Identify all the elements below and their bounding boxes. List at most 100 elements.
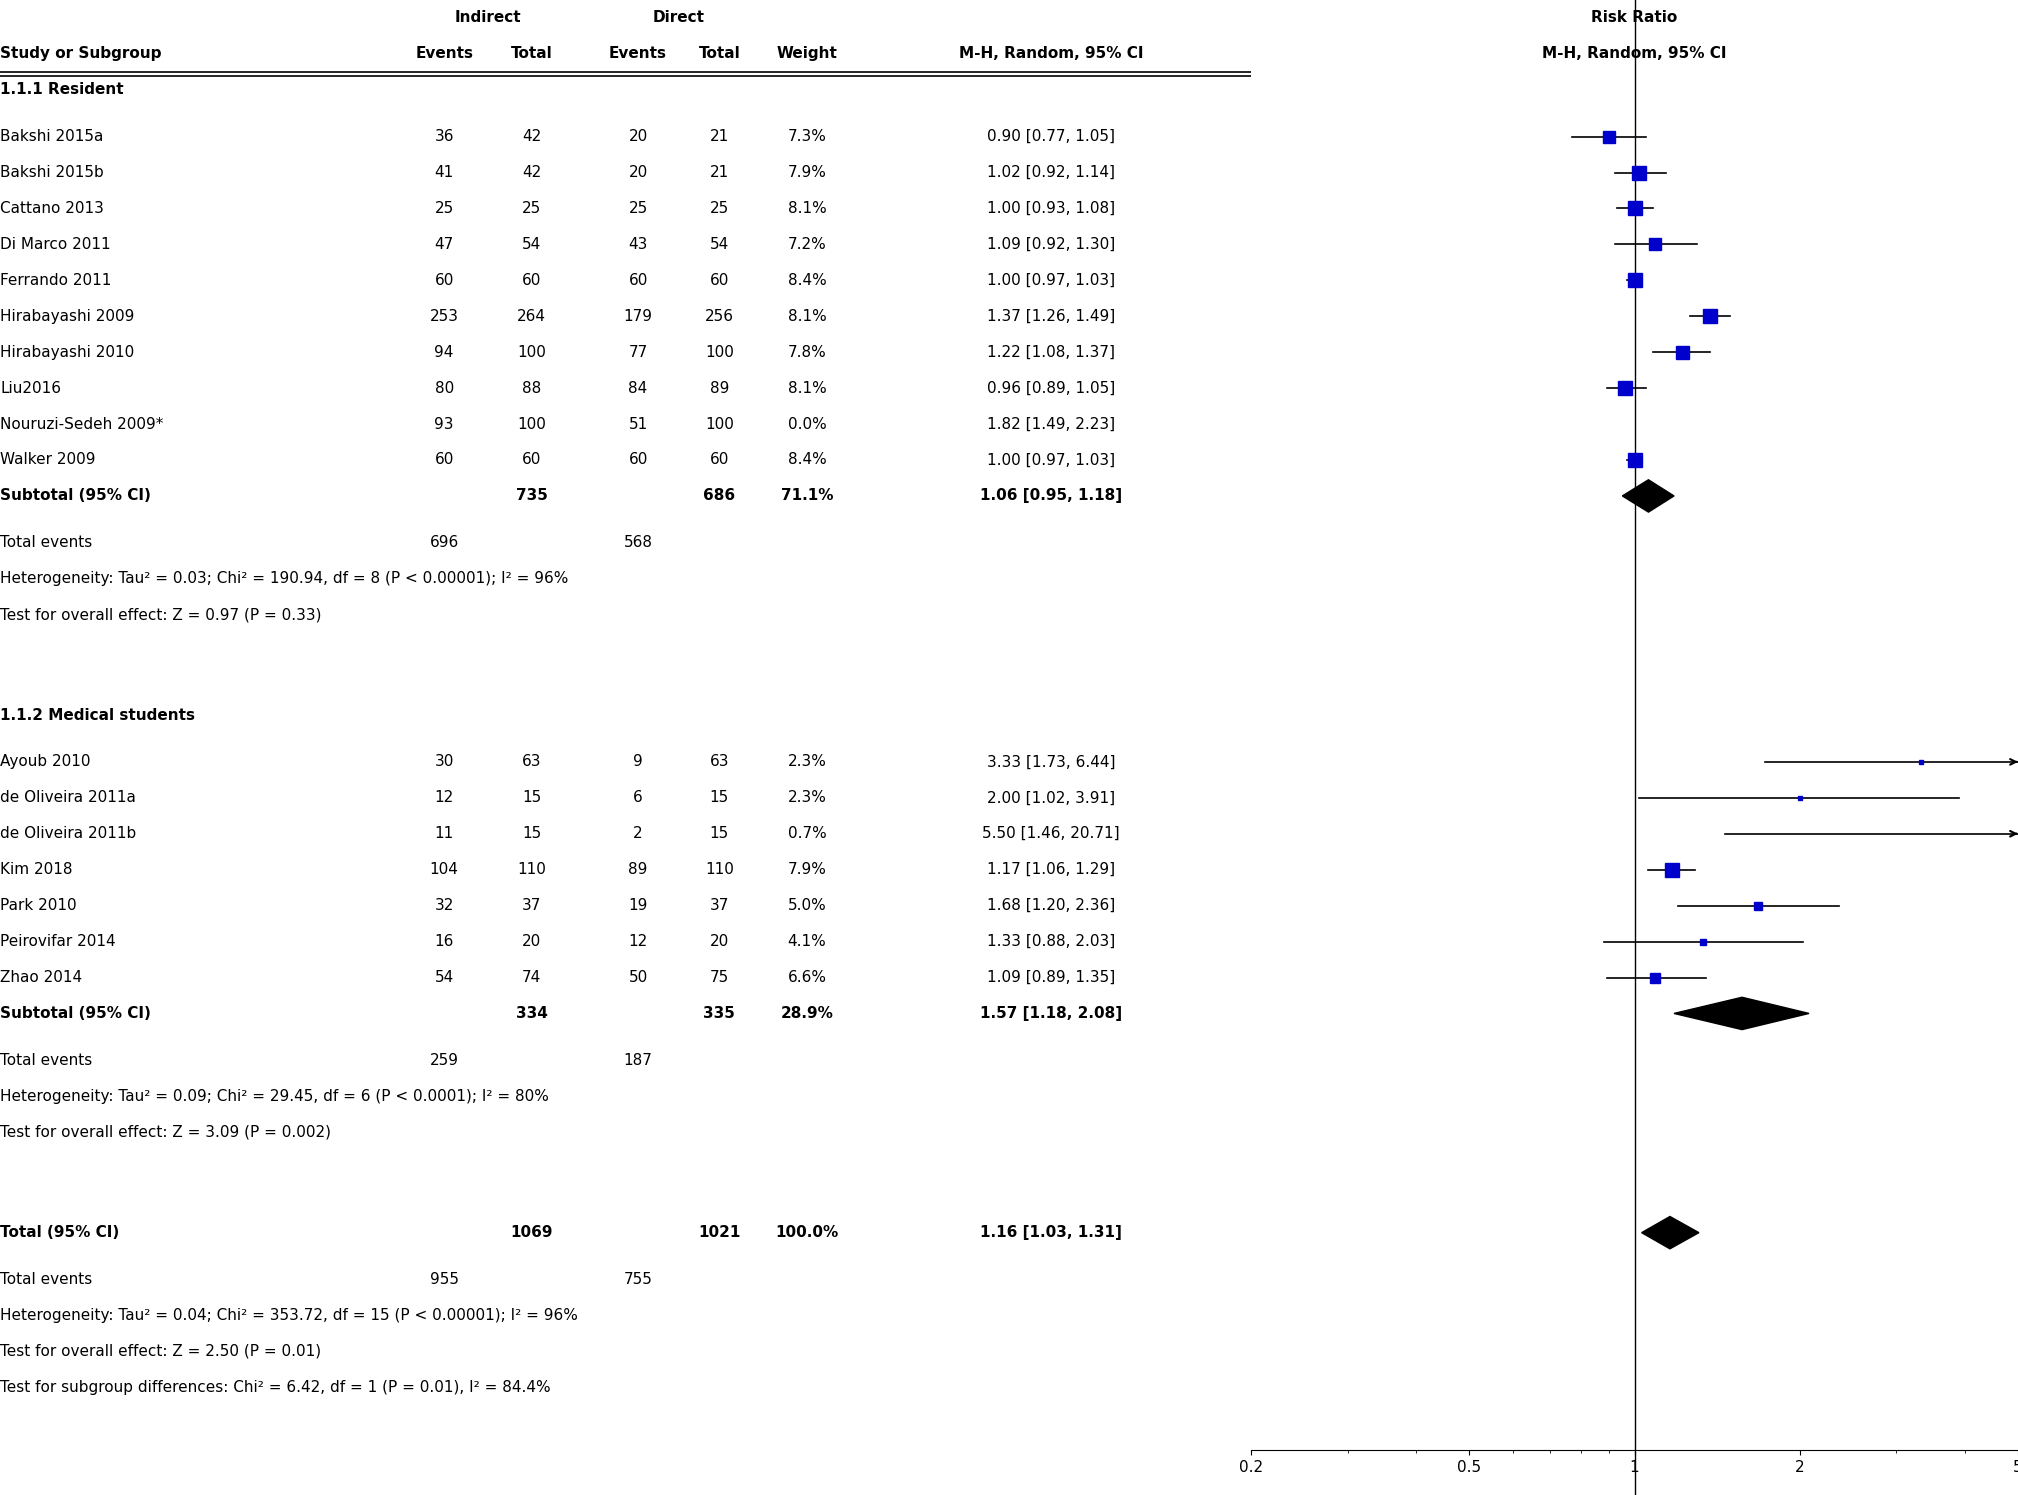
- Text: 1.22 [1.08, 1.37]: 1.22 [1.08, 1.37]: [987, 345, 1116, 360]
- Text: 60: 60: [710, 453, 728, 468]
- Text: Total events: Total events: [0, 1052, 93, 1067]
- Text: 60: 60: [628, 272, 648, 289]
- Text: 1.17 [1.06, 1.29]: 1.17 [1.06, 1.29]: [987, 863, 1116, 878]
- Text: Total (95% CI): Total (95% CI): [0, 1226, 119, 1241]
- Text: 54: 54: [434, 970, 454, 985]
- Text: Events: Events: [609, 46, 668, 61]
- Text: 2.3%: 2.3%: [787, 755, 827, 770]
- Text: 47: 47: [434, 236, 454, 251]
- Text: Ayoub 2010: Ayoub 2010: [0, 755, 91, 770]
- Text: Peirovifar 2014: Peirovifar 2014: [0, 934, 115, 949]
- Text: 1.09 [0.89, 1.35]: 1.09 [0.89, 1.35]: [987, 970, 1116, 985]
- Text: 88: 88: [523, 381, 541, 396]
- Text: Liu2016: Liu2016: [0, 381, 61, 396]
- Text: 71.1%: 71.1%: [781, 489, 833, 504]
- Text: Bakshi 2015a: Bakshi 2015a: [0, 129, 103, 144]
- Text: 16: 16: [434, 934, 454, 949]
- Text: 43: 43: [628, 236, 648, 251]
- Text: 100: 100: [517, 345, 547, 360]
- Text: Heterogeneity: Tau² = 0.03; Chi² = 190.94, df = 8 (P < 0.00001); I² = 96%: Heterogeneity: Tau² = 0.03; Chi² = 190.9…: [0, 571, 569, 586]
- Text: 100: 100: [704, 417, 735, 432]
- Text: 755: 755: [624, 1272, 652, 1287]
- Text: 100: 100: [517, 417, 547, 432]
- Text: Heterogeneity: Tau² = 0.04; Chi² = 353.72, df = 15 (P < 0.00001); I² = 96%: Heterogeneity: Tau² = 0.04; Chi² = 353.7…: [0, 1308, 577, 1323]
- Text: 696: 696: [430, 535, 458, 550]
- Polygon shape: [1641, 1217, 1699, 1248]
- Text: Total events: Total events: [0, 535, 93, 550]
- Text: 20: 20: [710, 934, 728, 949]
- Text: Total: Total: [511, 46, 553, 61]
- Text: 5.0%: 5.0%: [787, 898, 827, 913]
- Text: 37: 37: [523, 898, 541, 913]
- Text: 253: 253: [430, 309, 458, 324]
- Text: 60: 60: [523, 453, 541, 468]
- Text: 7.3%: 7.3%: [787, 129, 827, 144]
- Text: 60: 60: [434, 272, 454, 289]
- Text: 84: 84: [628, 381, 648, 396]
- Text: 2: 2: [634, 827, 644, 842]
- Text: 25: 25: [628, 200, 648, 215]
- Text: 11: 11: [434, 827, 454, 842]
- Text: 28.9%: 28.9%: [781, 1006, 833, 1021]
- Text: 735: 735: [517, 489, 547, 504]
- Text: Hirabayashi 2009: Hirabayashi 2009: [0, 309, 135, 324]
- Text: Park 2010: Park 2010: [0, 898, 77, 913]
- Text: Hirabayashi 2010: Hirabayashi 2010: [0, 345, 135, 360]
- Text: Test for overall effect: Z = 0.97 (P = 0.33): Test for overall effect: Z = 0.97 (P = 0…: [0, 607, 321, 622]
- Text: Heterogeneity: Tau² = 0.09; Chi² = 29.45, df = 6 (P < 0.0001); I² = 80%: Heterogeneity: Tau² = 0.09; Chi² = 29.45…: [0, 1088, 549, 1103]
- Polygon shape: [1675, 997, 1808, 1030]
- Text: 32: 32: [434, 898, 454, 913]
- Text: 0.96 [0.89, 1.05]: 0.96 [0.89, 1.05]: [987, 381, 1116, 396]
- Text: 25: 25: [434, 200, 454, 215]
- Text: 54: 54: [523, 236, 541, 251]
- Text: Test for subgroup differences: Chi² = 6.42, df = 1 (P = 0.01), I² = 84.4%: Test for subgroup differences: Chi² = 6.…: [0, 1380, 551, 1395]
- Text: 21: 21: [710, 129, 728, 144]
- Text: 15: 15: [523, 791, 541, 806]
- Text: 1.82 [1.49, 2.23]: 1.82 [1.49, 2.23]: [987, 417, 1116, 432]
- Text: 89: 89: [710, 381, 728, 396]
- Text: 100: 100: [704, 345, 735, 360]
- Text: 51: 51: [628, 417, 648, 432]
- Text: 60: 60: [628, 453, 648, 468]
- Text: 1.16 [1.03, 1.31]: 1.16 [1.03, 1.31]: [981, 1226, 1122, 1241]
- Text: 63: 63: [710, 755, 728, 770]
- Text: Di Marco 2011: Di Marco 2011: [0, 236, 111, 251]
- Text: Events: Events: [416, 46, 472, 61]
- Text: 54: 54: [710, 236, 728, 251]
- Text: 7.8%: 7.8%: [787, 345, 827, 360]
- Text: 5.50 [1.46, 20.71]: 5.50 [1.46, 20.71]: [983, 827, 1120, 842]
- Text: 36: 36: [434, 129, 454, 144]
- Text: 8.4%: 8.4%: [787, 272, 827, 289]
- Text: 94: 94: [434, 345, 454, 360]
- Text: Total events: Total events: [0, 1272, 93, 1287]
- Text: Direct: Direct: [652, 10, 704, 25]
- Text: 80: 80: [434, 381, 454, 396]
- Text: 8.4%: 8.4%: [787, 453, 827, 468]
- Text: Test for overall effect: Z = 2.50 (P = 0.01): Test for overall effect: Z = 2.50 (P = 0…: [0, 1344, 321, 1359]
- Text: Study or Subgroup: Study or Subgroup: [0, 46, 161, 61]
- Text: 334: 334: [517, 1006, 547, 1021]
- Text: M-H, Random, 95% CI: M-H, Random, 95% CI: [959, 46, 1144, 61]
- Text: 4.1%: 4.1%: [787, 934, 827, 949]
- Text: 7.9%: 7.9%: [787, 863, 827, 878]
- Text: 6: 6: [634, 791, 644, 806]
- Text: 37: 37: [710, 898, 728, 913]
- Text: 7.9%: 7.9%: [787, 164, 827, 179]
- Text: 3.33 [1.73, 6.44]: 3.33 [1.73, 6.44]: [987, 755, 1116, 770]
- Text: 1.09 [0.92, 1.30]: 1.09 [0.92, 1.30]: [987, 236, 1116, 251]
- Text: 259: 259: [430, 1052, 458, 1067]
- Text: 955: 955: [430, 1272, 458, 1287]
- Text: Indirect: Indirect: [454, 10, 521, 25]
- Text: 568: 568: [624, 535, 652, 550]
- Text: 30: 30: [434, 755, 454, 770]
- Text: 2.3%: 2.3%: [787, 791, 827, 806]
- Text: 93: 93: [434, 417, 454, 432]
- Text: Risk Ratio: Risk Ratio: [1592, 10, 1677, 25]
- Text: 1.1.2 Medical students: 1.1.2 Medical students: [0, 707, 196, 722]
- Text: M-H, Random, 95% CI: M-H, Random, 95% CI: [1542, 46, 1727, 61]
- Text: 0.0%: 0.0%: [787, 417, 827, 432]
- Text: 110: 110: [704, 863, 735, 878]
- Text: Cattano 2013: Cattano 2013: [0, 200, 103, 215]
- Text: 1.33 [0.88, 2.03]: 1.33 [0.88, 2.03]: [987, 934, 1116, 949]
- Text: 20: 20: [628, 164, 648, 179]
